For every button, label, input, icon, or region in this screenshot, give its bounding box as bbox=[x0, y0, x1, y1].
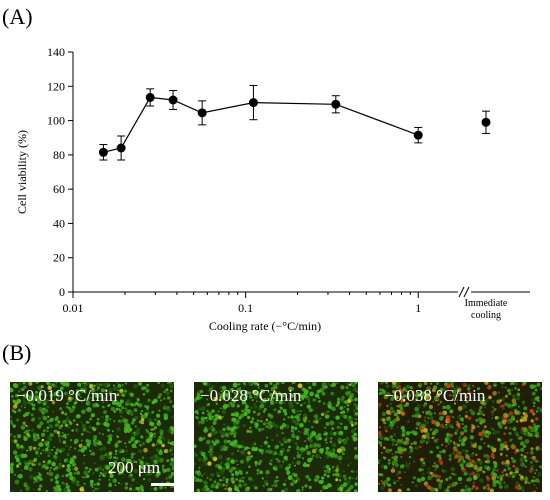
panel-label-a: (A) bbox=[2, 4, 33, 29]
panel-label-b: (B) bbox=[2, 340, 32, 365]
data-point-2 bbox=[145, 92, 155, 102]
x-tick-label-immediate: cooling bbox=[471, 310, 501, 321]
y-tick-label: 0 bbox=[59, 285, 65, 299]
micrograph-3-texture bbox=[378, 382, 542, 492]
micrograph-2-caption: −0.028 °C/min bbox=[200, 386, 302, 405]
y-tick-label: 100 bbox=[47, 114, 65, 128]
y-tick-label: 140 bbox=[47, 45, 65, 59]
micrograph-3: −0.038 °C/min bbox=[378, 382, 542, 492]
axis-break-mark bbox=[458, 286, 465, 298]
data-point-7 bbox=[413, 130, 423, 140]
micrograph-1-texture bbox=[10, 382, 174, 492]
micrograph-3-caption: −0.038 °C/min bbox=[384, 386, 486, 405]
series-line bbox=[103, 96, 419, 153]
micrograph-1: −0.019 °C/min 200 μm bbox=[10, 382, 174, 492]
data-point-3 bbox=[168, 95, 178, 105]
data-point-immediate bbox=[481, 117, 491, 127]
y-axis-label: Cell viability (%) bbox=[15, 130, 29, 214]
x-tick-label-immediate: Immediate bbox=[465, 298, 508, 309]
y-tick-label: 120 bbox=[47, 79, 65, 93]
data-point-4 bbox=[197, 108, 207, 118]
data-point-1 bbox=[116, 143, 126, 153]
x-tick-label: 1 bbox=[415, 301, 421, 315]
cell-viability-chart: 0 20 40 60 80 100 120 140 0.01 0.1 1 Cooling rate (… bbox=[15, 45, 530, 333]
data-point-6 bbox=[331, 99, 341, 109]
x-tick-label: 0.01 bbox=[63, 301, 84, 315]
y-tick-label: 80 bbox=[53, 148, 65, 162]
y-tick-label: 20 bbox=[53, 251, 65, 265]
micrograph-2: −0.028 °C/min bbox=[194, 382, 358, 492]
scale-bar bbox=[151, 483, 174, 486]
axis-break-mark bbox=[463, 286, 470, 298]
data-point-5 bbox=[248, 98, 258, 108]
x-axis-label: Cooling rate (−°C/min) bbox=[209, 319, 321, 333]
micrograph-1-caption: −0.019 °C/min bbox=[16, 386, 118, 405]
y-tick-label: 60 bbox=[53, 182, 65, 196]
data-point-0 bbox=[98, 147, 108, 157]
x-tick-label: 0.1 bbox=[238, 301, 253, 315]
y-tick-label: 40 bbox=[53, 216, 65, 230]
micrograph-2-texture bbox=[194, 382, 358, 492]
scale-bar-label: 200 μm bbox=[108, 458, 161, 477]
